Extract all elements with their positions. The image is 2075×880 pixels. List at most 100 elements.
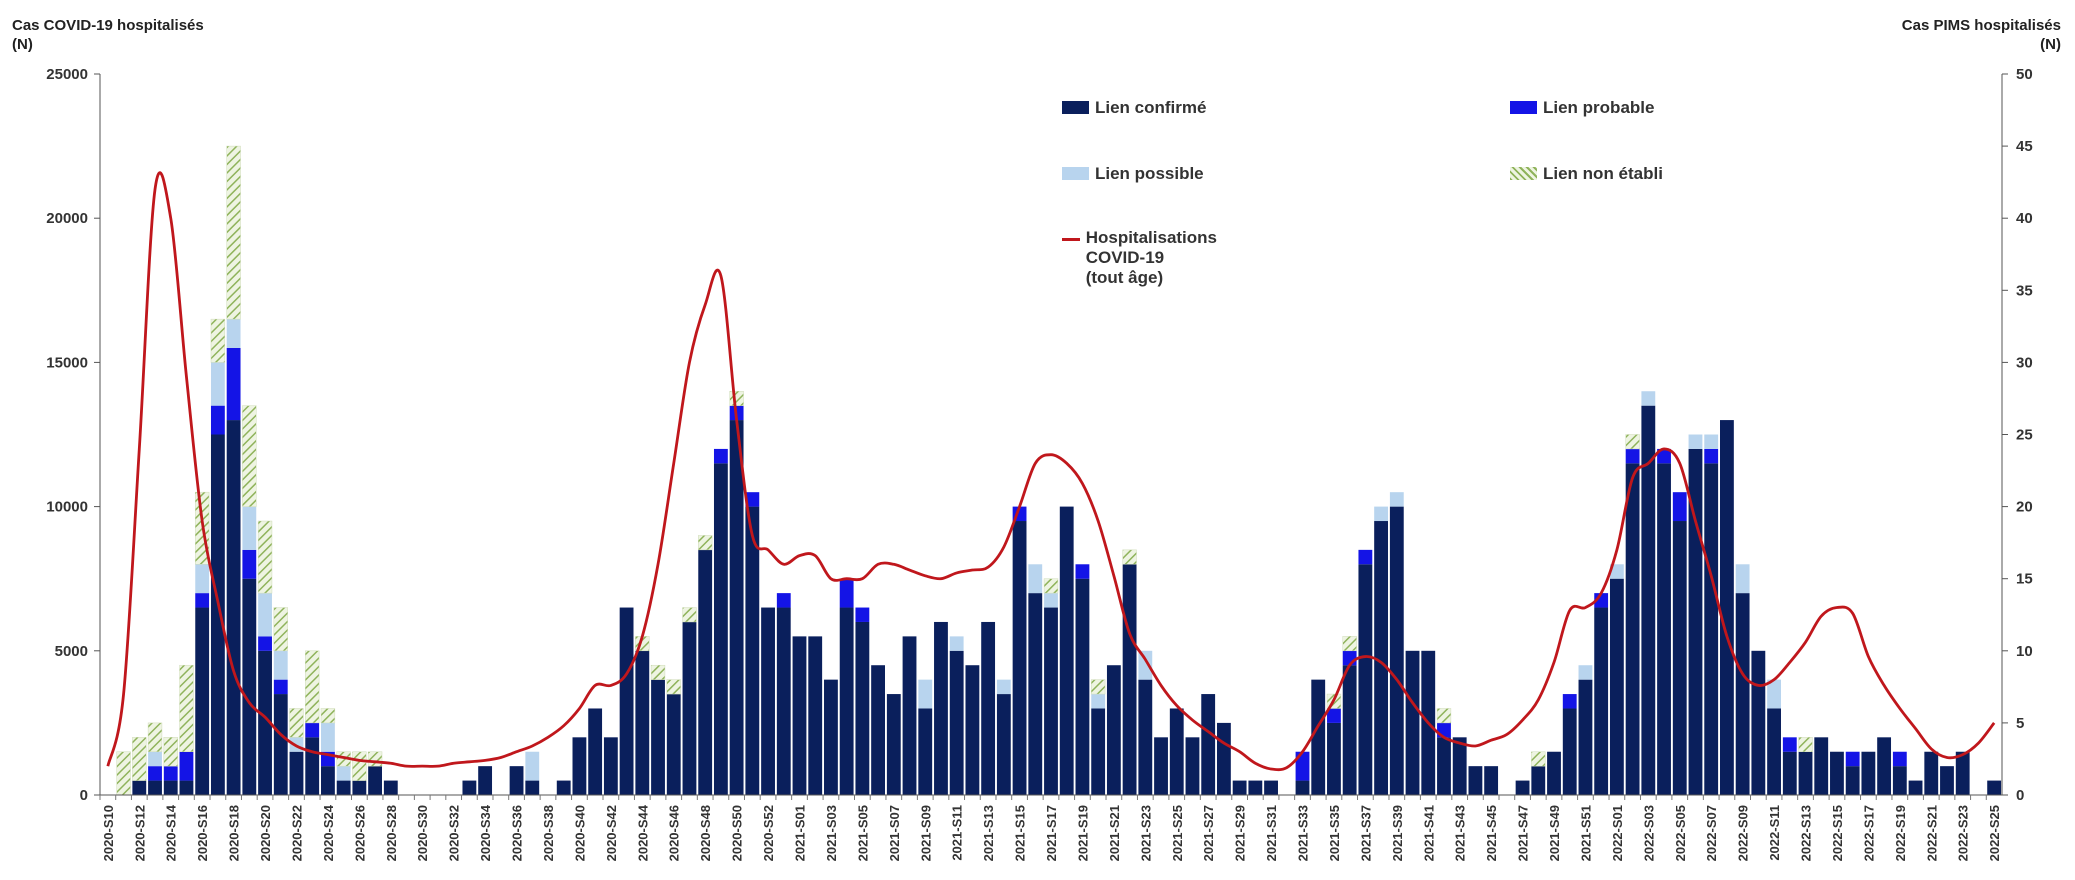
bar-2021-S33-s1 — [1295, 751, 1310, 781]
y-tick-label-10000: 10000 — [46, 499, 88, 516]
bar-2021-S09-s0 — [918, 708, 933, 795]
x-tick-label-2020-S14: 2020-S14 — [164, 804, 179, 861]
bar-2022-S02-s3 — [1625, 434, 1640, 450]
bar-2020-S48-s3 — [698, 535, 713, 551]
x-tick-label-2020-S36: 2020-S36 — [510, 805, 525, 861]
x-tick-label-2022-S19: 2022-S19 — [1893, 805, 1908, 861]
x-tick-label-2022-S13: 2022-S13 — [1799, 805, 1814, 861]
bar-2021-S50-s1 — [1562, 694, 1577, 709]
bar-2020-S22-s3 — [289, 708, 304, 738]
legend-label-confirme: Lien confirmé — [1095, 98, 1207, 117]
y-tick-label-0: 0 — [80, 787, 88, 804]
bar-2020-S27-s0 — [368, 766, 382, 795]
legend-swatch-possible — [1062, 167, 1089, 180]
bar-2022-S23-s0 — [1955, 751, 1970, 795]
bar-2020-S15-s1 — [179, 751, 194, 781]
x-tick-label-2022-S09: 2022-S09 — [1736, 805, 1751, 861]
legend-label-non-etabli: Lien non établi — [1543, 164, 1663, 183]
bar-2020-S18-s3 — [226, 145, 241, 320]
bar-2021-S14-s0 — [996, 694, 1011, 795]
bar-2022-S02-s0 — [1625, 463, 1640, 795]
bar-2020-S27-s3 — [367, 751, 383, 767]
x-tick-label-2021-S23: 2021-S23 — [1138, 805, 1153, 861]
x-tick-label-2021-S25: 2021-S25 — [1170, 805, 1185, 861]
x-tick-label-2021-S11: 2021-S11 — [950, 805, 965, 861]
bar-2021-S28-s0 — [1216, 722, 1231, 795]
line-hospitalisations-covid — [106, 171, 1996, 772]
bar-2021-S05-s1 — [855, 607, 870, 622]
y2-tick-label-15: 15 — [2016, 571, 2033, 588]
bar-2021-S23-s0 — [1138, 679, 1153, 795]
legend-label-possible: Lien possible — [1095, 164, 1204, 183]
bar-2020-S14-s1 — [163, 766, 178, 781]
y2-tick-label-35: 35 — [2016, 282, 2033, 299]
legend-swatch-probable — [1510, 101, 1537, 114]
bar-2020-S49-s1 — [713, 448, 728, 464]
bar-2021-S50-s0 — [1562, 708, 1577, 795]
bar-2020-S19-s2 — [242, 506, 257, 550]
x-tick-label-2021-S35: 2021-S35 — [1327, 805, 1342, 861]
bar-2020-S21-s2 — [273, 650, 288, 680]
x-tick-label-2021-S13: 2021-S13 — [981, 805, 996, 861]
bar-2020-S45-s0 — [651, 679, 665, 795]
bar-2022-S05-s1 — [1672, 492, 1687, 522]
bar-2021-S11-s0 — [949, 650, 964, 795]
bar-2020-S17-s1 — [210, 405, 225, 435]
bar-2021-S42-s0 — [1437, 737, 1451, 795]
bar-2020-S24-s3 — [320, 708, 336, 724]
bar-2020-S50-s3 — [729, 390, 744, 406]
bar-2022-S02-s1 — [1625, 448, 1640, 464]
bar-2020-S52-s0 — [761, 607, 775, 795]
bar-2021-S37-s1 — [1358, 549, 1373, 565]
bar-2020-S16-s2 — [195, 564, 210, 594]
bar-2021-S11-s2 — [949, 636, 964, 651]
bar-2020-S26-s0 — [352, 780, 367, 795]
bar-2021-S22-s0 — [1122, 564, 1137, 795]
bar-2020-S53-s0 — [776, 607, 791, 795]
bar-2021-S10-s0 — [934, 621, 948, 795]
bar-2020-S18-s0 — [226, 420, 241, 795]
bar-2022-S11-s0 — [1767, 708, 1781, 795]
bar-2021-S43-s0 — [1452, 737, 1467, 795]
x-tick-label-2020-S12: 2020-S12 — [132, 805, 147, 861]
bar-2021-S06-s0 — [871, 665, 885, 795]
bar-2021-S16-s0 — [1028, 593, 1043, 795]
x-tick-label-2020-S34: 2020-S34 — [478, 804, 493, 861]
bar-2021-S35-s0 — [1327, 722, 1341, 795]
legend-item-probable: Lien probable — [1510, 98, 1654, 118]
bar-2020-S46-s3 — [666, 679, 681, 695]
bar-2021-S51-s2 — [1578, 665, 1593, 680]
bar-2021-S33-s0 — [1295, 780, 1310, 795]
bar-2022-S16-s0 — [1845, 766, 1860, 795]
bar-2021-S15-s0 — [1012, 521, 1027, 795]
bar-2020-S11-s3 — [116, 751, 131, 796]
x-tick-label-2020-S44: 2020-S44 — [635, 804, 650, 861]
bar-2020-S12-s0 — [132, 780, 147, 795]
legend-label-hospitalisations: Hospitalisations COVID-19 (tout âge) — [1085, 228, 1218, 287]
bar-2022-S03-s0 — [1641, 405, 1656, 795]
x-tick-label-2021-S27: 2021-S27 — [1201, 805, 1216, 861]
bar-2020-S45-s3 — [650, 664, 666, 680]
bar-2021-S44-s0 — [1468, 766, 1483, 795]
x-tick-label-2020-S16: 2020-S16 — [195, 805, 210, 861]
bar-2020-S25-s2 — [336, 766, 351, 781]
x-tick-label-2021-S19: 2021-S19 — [1075, 805, 1090, 861]
bar-2021-S31-s0 — [1264, 780, 1278, 795]
bar-2022-S19-s0 — [1892, 766, 1907, 795]
bar-2020-S21-s1 — [273, 679, 288, 695]
x-tick-label-2020-S52: 2020-S52 — [761, 805, 776, 861]
bar-2021-S47-s0 — [1515, 780, 1530, 795]
y2-tick-label-25: 25 — [2016, 427, 2033, 444]
x-tick-label-2021-S31: 2021-S31 — [1264, 805, 1279, 861]
bar-2020-S34-s0 — [478, 766, 493, 795]
bar-2022-S09-s0 — [1735, 593, 1750, 795]
bar-2021-S42-s3 — [1436, 708, 1452, 724]
x-tick-label-2021-S49: 2021-S49 — [1547, 805, 1562, 861]
bar-2022-S03-s2 — [1641, 391, 1656, 406]
bar-2021-S34-s0 — [1311, 679, 1326, 795]
bar-2020-S17-s0 — [210, 434, 225, 795]
bar-2021-S30-s0 — [1248, 780, 1263, 795]
y2-tick-label-5: 5 — [2016, 715, 2024, 732]
bar-2020-S24-s2 — [321, 722, 335, 752]
x-tick-label-2020-S20: 2020-S20 — [258, 805, 273, 861]
